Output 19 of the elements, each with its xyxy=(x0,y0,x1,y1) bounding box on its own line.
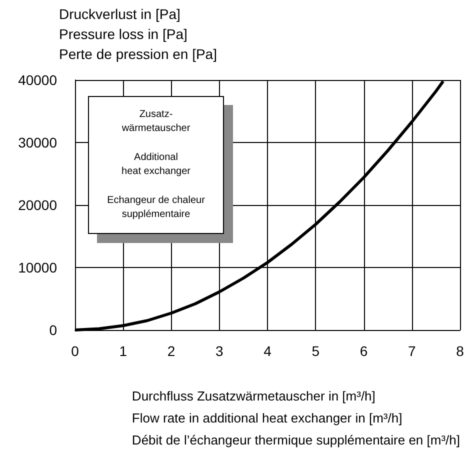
x-tick-label: 3 xyxy=(215,343,224,359)
x-tick-label: 0 xyxy=(71,343,80,359)
x-tick-label: 8 xyxy=(456,343,464,359)
y-tick-label: 20000 xyxy=(18,197,58,213)
x-tick-label: 5 xyxy=(312,343,320,359)
x-tick-label: 1 xyxy=(119,343,128,359)
x-tick-label: 4 xyxy=(264,343,272,359)
annotation: Zusatz- wärmetauscher xyxy=(120,108,192,136)
y-tick-label: 30000 xyxy=(18,134,58,150)
x-axis-title: Durchfluss Zusatzwärmetauscher in [m³/h] Flow rate in additional heat exchanger in [m³/h] Débit de l’échangeur thermique supplémentaire en [m³/h] xyxy=(132,388,460,448)
y-tick-label: 10000 xyxy=(18,260,58,276)
y-axis-title: Druckverlust in [Pa] Pressure loss in [Pa] Perte de pression en [Pa] xyxy=(59,6,217,62)
annotation: Additional heat exchanger xyxy=(120,150,192,179)
y-tick-label: 0 xyxy=(49,322,58,338)
x-tick-label: 6 xyxy=(360,343,368,359)
x-tick-label: 2 xyxy=(167,343,176,359)
annotation: Echangeur de chaleur supplémentaire xyxy=(106,194,206,222)
x-tick-label: 7 xyxy=(408,343,416,359)
y-tick-label: 40000 xyxy=(18,72,58,88)
